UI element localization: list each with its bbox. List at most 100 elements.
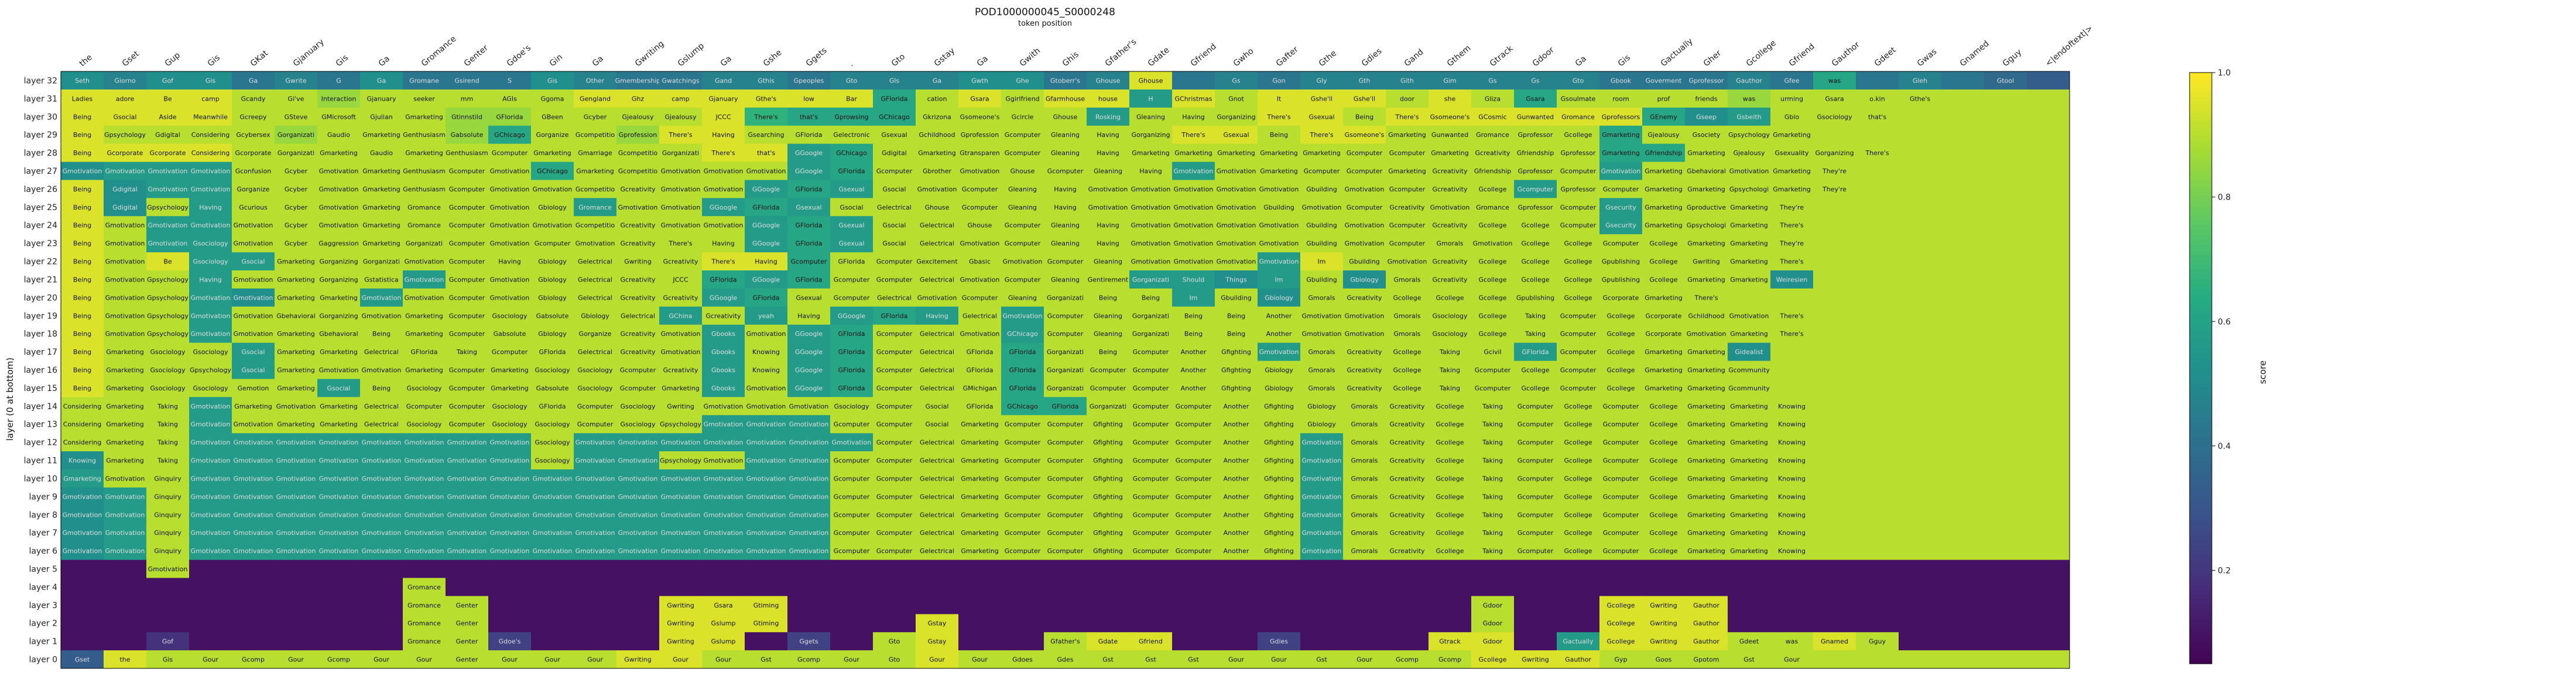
heatmap-cell	[958, 143, 1002, 163]
cell-label: Gsociology	[193, 240, 228, 248]
cell-label: Gsexual	[1223, 131, 1249, 139]
colorbar-segment	[2190, 545, 2212, 551]
heatmap-cell	[1941, 469, 1985, 488]
cell-label: Taking	[1482, 493, 1503, 500]
heatmap-cell	[1941, 198, 1985, 217]
cell-label: Having	[1097, 222, 1119, 229]
heatmap-cell	[574, 143, 617, 163]
cell-label: Gsomeone's	[1430, 113, 1470, 121]
cell-label: Gcomputer	[1047, 529, 1084, 537]
cell-label: Gmotivation	[1088, 204, 1128, 211]
heatmap-cell	[1599, 560, 1643, 578]
heatmap-cell	[232, 252, 275, 271]
heatmap-cell	[1557, 560, 1600, 578]
heatmap-cell	[1386, 560, 1429, 578]
colorbar-segment	[2190, 107, 2212, 112]
cell-label: Gmarketing	[1687, 403, 1725, 410]
heatmap-cell	[104, 632, 147, 651]
cell-label: Gmotivation	[105, 167, 145, 175]
heatmap-cell	[1856, 180, 1899, 198]
cell-label: Gmotivation	[1388, 258, 1427, 266]
colorbar-segment	[2190, 151, 2212, 157]
heatmap-cell	[1172, 578, 1215, 596]
heatmap-cell	[1984, 451, 2027, 470]
cell-label: GChicago	[537, 167, 568, 175]
cell-label: Gsociology	[834, 403, 869, 410]
cell-label: GGoogle	[795, 330, 823, 338]
cell-label: Gcomputer	[1005, 529, 1041, 537]
y-tick-label: layer 31	[24, 94, 57, 104]
cell-label: Gcomputer	[1603, 421, 1639, 428]
heatmap-cell	[61, 306, 104, 325]
heatmap-cell	[403, 107, 446, 126]
cell-label: Gmarketing	[106, 385, 144, 392]
cell-label: Having	[498, 258, 521, 266]
cell-label: Gthe's	[756, 95, 777, 102]
colorbar-segment	[2190, 412, 2212, 418]
heatmap-cell	[616, 632, 660, 651]
colorbar-segment	[2190, 230, 2212, 236]
heatmap-cell	[830, 288, 873, 307]
cell-label: Another	[1224, 511, 1249, 519]
heatmap-cell	[1899, 433, 1942, 452]
cell-label: Gmotivation	[1217, 167, 1256, 175]
cell-label: Gmotivation	[490, 240, 530, 248]
heatmap-cell	[1557, 125, 1600, 145]
cell-label: Gmotivation	[234, 240, 273, 248]
cell-label: Gmotivation	[319, 167, 359, 175]
x-tick-label: Gwriting	[633, 39, 666, 68]
cell-label: Gs	[1531, 77, 1540, 84]
cell-label: Having	[797, 312, 820, 320]
cell-label: Another	[1181, 385, 1207, 392]
heatmap-cell	[1300, 596, 1344, 615]
x-tick-label: Gcollege	[1745, 39, 1778, 68]
heatmap-cell	[1856, 578, 1899, 596]
heatmap-cell	[446, 234, 489, 253]
colorbar-segment	[2190, 648, 2212, 654]
heatmap-cell	[104, 324, 147, 344]
y-tick-label: layer 12	[24, 438, 57, 448]
heatmap-cell	[232, 125, 275, 145]
heatmap-cell	[574, 288, 617, 307]
heatmap-cell	[1001, 578, 1044, 596]
heatmap-cell	[1343, 143, 1386, 163]
cell-label: Gcollege	[1607, 348, 1635, 356]
heatmap-cell	[61, 560, 104, 578]
cell-label: Gmotivation	[105, 547, 145, 555]
cell-label: Gmotivation	[661, 330, 701, 338]
cell-label: Taking	[1482, 457, 1503, 465]
colorbar-segment	[2190, 156, 2212, 162]
heatmap-cell	[1813, 342, 1856, 362]
cell-label: Gmotivation	[1131, 186, 1171, 193]
cell-label: Gsecurity	[1605, 204, 1636, 211]
cell-label: Gmotivation	[234, 276, 273, 283]
heatmap-cell	[958, 270, 1002, 289]
cell-label: Gcomputer	[1560, 167, 1597, 175]
x-tick-label: GKat	[249, 49, 270, 68]
colorbar-segment	[2190, 259, 2212, 265]
cell-label: Gelectrical	[920, 348, 954, 356]
heatmap-cell	[189, 198, 232, 217]
heatmap-cell	[616, 107, 660, 126]
heatmap-cell	[531, 216, 574, 235]
cell-label: Gof	[162, 638, 174, 646]
heatmap-cell	[1343, 198, 1386, 217]
heatmap-cell	[1044, 288, 1087, 307]
x-tick-label: Gwith	[1018, 46, 1042, 68]
colorbar-segment	[2190, 417, 2212, 423]
colorbar-segment	[2190, 373, 2212, 379]
cell-label: Gelectrical	[920, 385, 954, 392]
heatmap-cell	[446, 270, 489, 289]
heatmap-cell	[830, 71, 873, 90]
heatmap-cell	[360, 596, 403, 615]
heatmap-cell	[1087, 89, 1130, 108]
heatmap-cell	[2027, 379, 2070, 397]
cell-label: Gmotivation	[661, 348, 701, 356]
cell-label: Considering	[63, 421, 101, 428]
heatmap-cell	[488, 162, 532, 180]
cell-label: Gcomputer	[1560, 348, 1597, 356]
cell-label: Gcomputer	[449, 186, 485, 193]
x-tick-label: Gfriend	[1787, 42, 1817, 69]
cell-label: Gcyber	[285, 204, 308, 211]
cell-label: Gcomputer	[1005, 421, 1041, 428]
